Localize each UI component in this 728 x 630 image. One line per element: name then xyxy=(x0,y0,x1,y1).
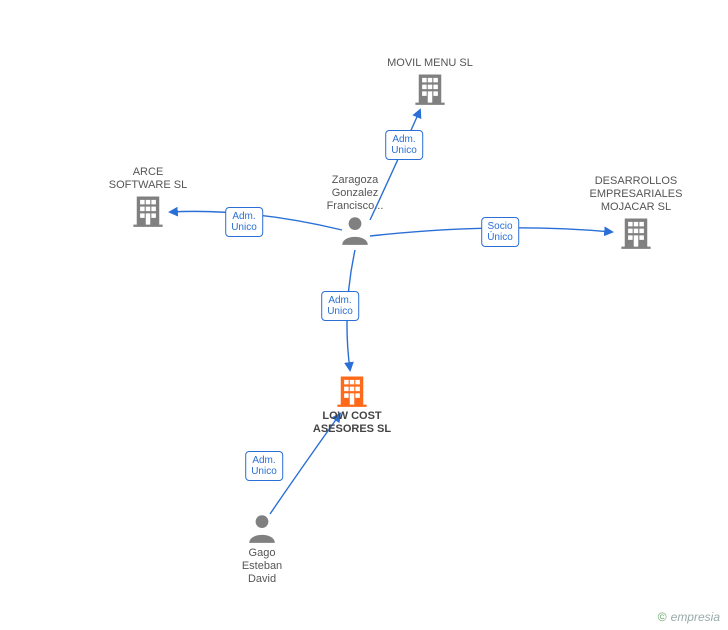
edge-label-gago-lowcost: Adm. Unico xyxy=(245,451,283,481)
edge-label-zaragoza-movil: Adm. Unico xyxy=(385,130,423,160)
person-icon xyxy=(338,213,372,247)
edge-label-zaragoza-desarr: Socio Único xyxy=(481,217,519,247)
watermark: © empresia xyxy=(658,610,720,624)
node-label: Zaragoza Gonzalez Francisco... xyxy=(300,174,410,213)
company-icon xyxy=(618,214,654,250)
watermark-text: empresia xyxy=(671,610,720,624)
company-icon xyxy=(412,70,448,106)
node-label: LOW COST ASESORES SL xyxy=(297,410,407,436)
person-icon xyxy=(245,511,279,545)
node-label: DESARROLLOS EMPRESARIALES MOJACAR SL xyxy=(581,175,691,214)
node-label: Gago Esteban David xyxy=(207,547,317,586)
node-label: ARCE SOFTWARE SL xyxy=(93,166,203,192)
company-icon xyxy=(130,192,166,228)
node-zaragoza[interactable]: Zaragoza Gonzalez Francisco... xyxy=(300,172,410,247)
node-label: MOVIL MENU SL xyxy=(375,57,485,70)
copyright-symbol: © xyxy=(658,610,667,624)
edges-layer xyxy=(0,0,728,630)
node-gago[interactable]: Gago Esteban David xyxy=(207,511,317,586)
company-icon xyxy=(334,372,370,408)
node-movil[interactable]: MOVIL MENU SL xyxy=(375,55,485,106)
node-lowcost[interactable]: LOW COST ASESORES SL xyxy=(297,372,407,436)
diagram-canvas: MOVIL MENU SL ARCE SOFTWARE SL DESARROLL… xyxy=(0,0,728,630)
node-desarr[interactable]: DESARROLLOS EMPRESARIALES MOJACAR SL xyxy=(581,173,691,250)
edge-label-zaragoza-lowcost: Adm. Unico xyxy=(321,291,359,321)
node-arce[interactable]: ARCE SOFTWARE SL xyxy=(93,164,203,228)
edge-label-zaragoza-arce: Adm. Unico xyxy=(225,207,263,237)
